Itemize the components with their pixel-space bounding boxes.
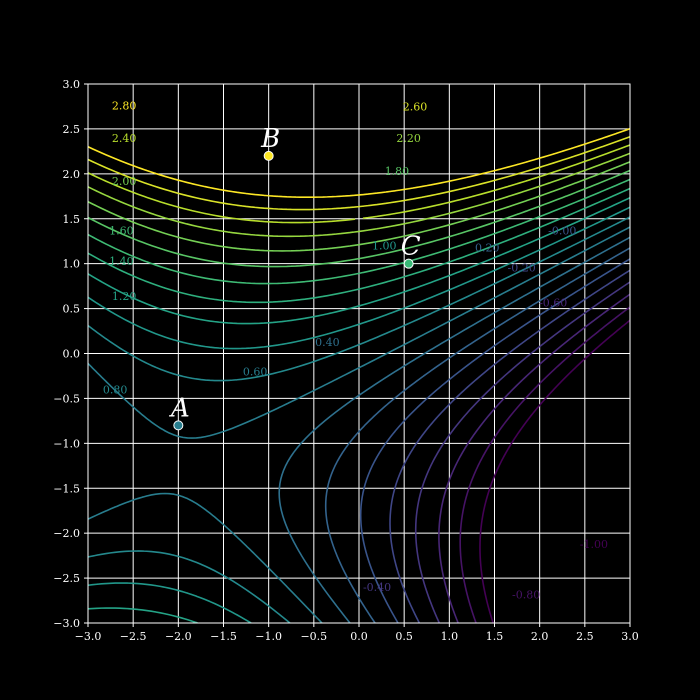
contour-value-label: 2.60 [403, 100, 428, 113]
contour-line [88, 152, 630, 238]
contour-line [88, 216, 630, 623]
contour-line [278, 236, 630, 623]
contour-line [389, 269, 630, 623]
contour-line [88, 178, 630, 285]
contour-value-label: -0.00 [548, 224, 576, 237]
point-label: A [169, 393, 190, 423]
y-tick-label: 2.0 [63, 168, 81, 181]
contour-value-label: -0.40 [363, 581, 391, 594]
point-marker [173, 420, 184, 431]
contour-value-label: -0.60 [539, 296, 567, 309]
contour-value-label: -0.20 [507, 261, 535, 274]
x-tick-label: 0.5 [395, 630, 413, 643]
contour-value-label: 2.00 [112, 175, 137, 188]
x-tick-label: 2.5 [576, 630, 594, 643]
contour-line [459, 306, 630, 623]
y-tick-label: −2.0 [53, 527, 80, 540]
x-tick-label: −0.5 [300, 630, 327, 643]
x-tick-label: −2.5 [120, 630, 147, 643]
x-tick-label: 3.0 [621, 630, 639, 643]
contour-lines [88, 127, 630, 623]
x-tick-label: 1.5 [486, 630, 504, 643]
y-tick-label: 3.0 [63, 78, 81, 91]
contour-value-label: 1.60 [109, 224, 134, 237]
contour-line [359, 258, 630, 623]
contour-value-label: -0.80 [512, 588, 540, 601]
y-tick-label: 1.0 [63, 258, 81, 271]
contour-value-label: 0.20 [475, 241, 500, 254]
contour-line [88, 187, 630, 304]
contour-line [88, 226, 630, 623]
y-tick-label: −1.0 [53, 437, 80, 450]
contour-value-label: 1.20 [112, 290, 137, 303]
point-label: C [401, 232, 421, 262]
y-tick-label: 2.5 [63, 123, 81, 136]
contour-value-label: 1.00 [372, 240, 397, 253]
contour-line [88, 161, 630, 252]
contour-value-label: 1.40 [109, 255, 134, 268]
marked-points: A B C [169, 124, 421, 431]
x-tick-label: −2.0 [165, 630, 192, 643]
point-marker [263, 150, 274, 161]
x-tick-label: 1.0 [441, 630, 459, 643]
y-tick-label: −2.5 [53, 572, 80, 585]
contour-line [479, 319, 630, 623]
y-tick-label: 1.5 [63, 213, 81, 226]
x-tick-label: 0.0 [350, 630, 368, 643]
contour-line [88, 196, 630, 623]
contour-value-label: 0.40 [315, 336, 340, 349]
contour-line [324, 247, 630, 623]
contour-value-label: 1.80 [385, 165, 410, 178]
contour-line [88, 169, 630, 268]
contour-line [88, 135, 630, 211]
y-axis-ticks: −3.0 −2.5 −2.0 −1.5 −1.0 −0.5 0.0 0.5 1.0 1.5 2.0 2… [53, 78, 88, 630]
y-tick-label: −1.5 [53, 482, 80, 495]
contour-value-label: 2.80 [112, 100, 137, 113]
y-tick-label: 0.0 [63, 348, 81, 361]
contour-labels: 2.80 2.60 2.40 2.20 2.00 1.80 1.60 1.40 1.20 1.00… [103, 100, 608, 602]
contour-value-label: 0.60 [243, 365, 268, 378]
contour-line [88, 206, 630, 623]
y-tick-label: 0.5 [63, 303, 81, 316]
contour-line [414, 281, 630, 623]
y-tick-label: −3.0 [53, 617, 80, 630]
x-tick-label: 2.0 [531, 630, 549, 643]
contour-line [88, 144, 630, 224]
contour-value-label: 0.80 [103, 383, 128, 396]
x-tick-label: −1.5 [210, 630, 237, 643]
point-marker [403, 258, 414, 269]
x-tick-label: −1.0 [255, 630, 282, 643]
contour-line [438, 293, 630, 623]
x-tick-label: −3.0 [75, 630, 102, 643]
x-axis-ticks: −3.0 −2.5 −2.0 −1.5 −1.0 −0.5 0.0 0.5 1.0 1.5 2.0 2… [75, 623, 639, 643]
contour-value-label: 2.20 [396, 132, 421, 145]
y-tick-label: −0.5 [53, 392, 80, 405]
point-label: B [260, 124, 280, 154]
contour-value-label: -1.00 [580, 538, 608, 551]
contour-value-label: 2.40 [112, 132, 137, 145]
